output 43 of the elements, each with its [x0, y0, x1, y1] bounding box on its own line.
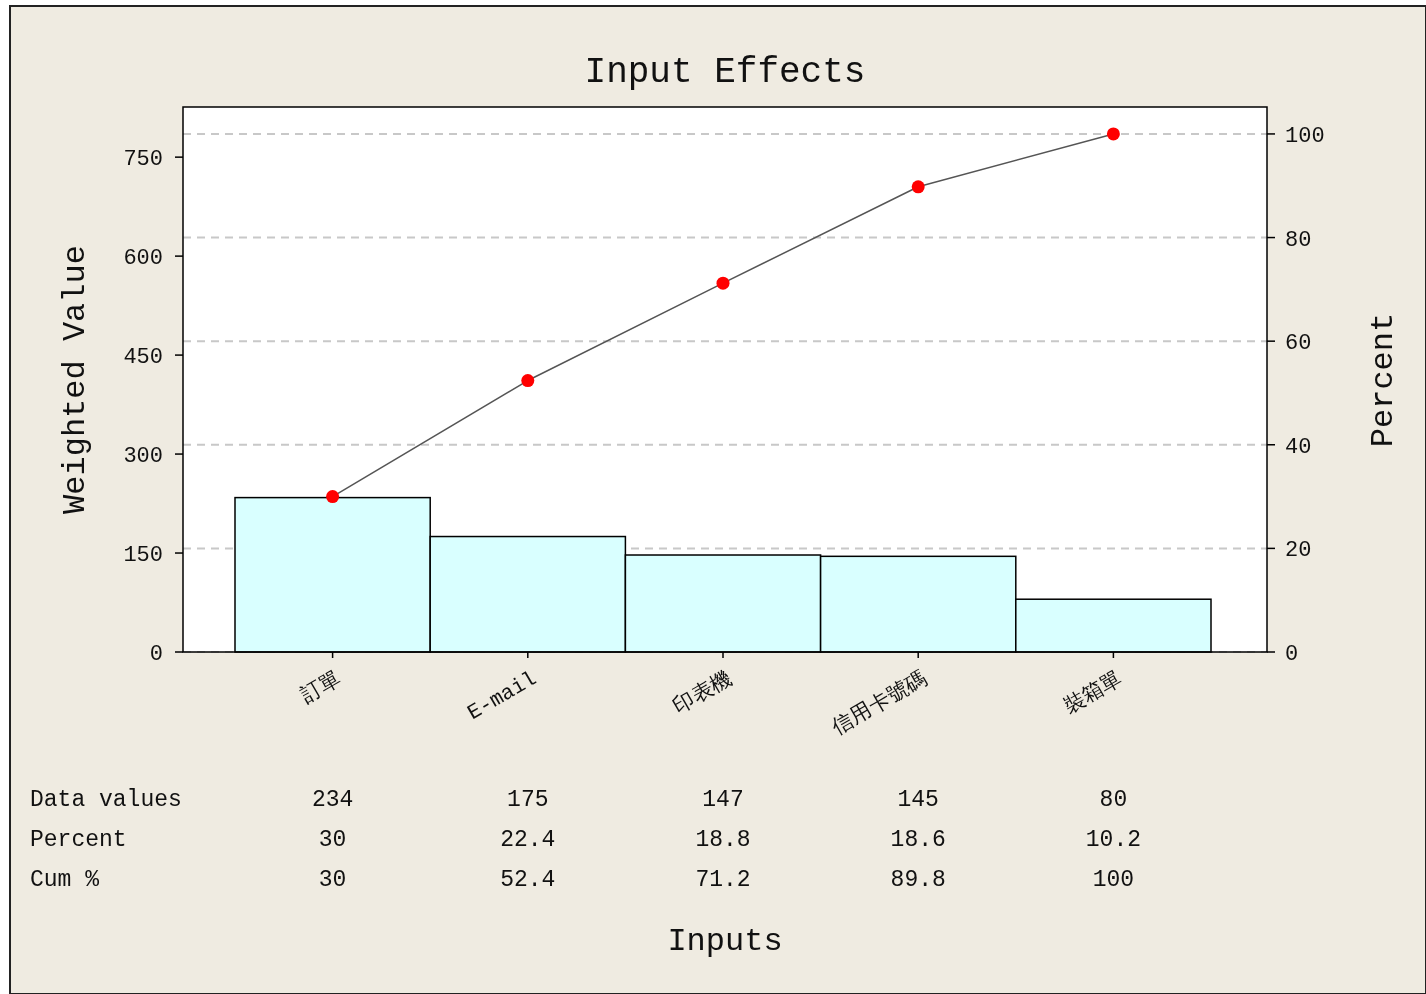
x-tick-label: 訂單	[297, 666, 346, 709]
chart-title: Input Effects	[584, 52, 866, 93]
data-label: 147	[702, 787, 744, 813]
y-tick-label: 300	[123, 444, 163, 470]
point	[1106, 127, 1120, 141]
text: 22.4	[500, 827, 556, 853]
text: Data values	[30, 787, 182, 813]
text: Inputs	[667, 923, 783, 960]
text: 18.8	[695, 827, 751, 853]
point	[716, 276, 730, 290]
data-label: 234	[311, 787, 354, 813]
x-tick-label: 印表機	[669, 666, 736, 719]
data-label: 100	[1092, 867, 1135, 893]
data-label: 52.4	[500, 867, 556, 893]
point	[521, 374, 535, 388]
y2-tick-label: 60	[1285, 331, 1312, 357]
data-label: 145	[897, 787, 939, 813]
y2-axis-title: Percent	[1365, 312, 1402, 448]
y-tick-label: 750	[123, 147, 163, 173]
data-label: 71.2	[695, 867, 751, 893]
y-tick-label: 450	[123, 345, 163, 371]
point	[911, 180, 925, 194]
text: 30	[318, 827, 347, 853]
y-tick-label: 0	[149, 642, 163, 667]
text: 18.6	[890, 827, 946, 853]
y2-tick-label: 100	[1285, 123, 1325, 149]
text: Percent	[30, 827, 127, 853]
y2-tick-label: 20	[1285, 538, 1312, 564]
y2-tick-label: 80	[1285, 227, 1312, 253]
x-tick-label: 裝箱單	[1059, 666, 1127, 719]
point	[326, 490, 340, 504]
y2-tick-label: 40	[1285, 434, 1312, 460]
data-label: 30	[318, 867, 347, 893]
y-tick-label: 150	[123, 543, 163, 569]
y-axis-title: Weighted Value	[57, 245, 94, 514]
y2-tick-label: 0	[1285, 642, 1299, 667]
data-label: 80	[1099, 787, 1128, 813]
x-tick-label: 信用卡號碼	[828, 666, 932, 740]
text: Cum %	[30, 867, 100, 893]
y-tick-label: 600	[123, 246, 163, 272]
text: 10.2	[1085, 827, 1142, 853]
data-label: 89.8	[890, 867, 946, 893]
data-label: 175	[507, 787, 549, 813]
